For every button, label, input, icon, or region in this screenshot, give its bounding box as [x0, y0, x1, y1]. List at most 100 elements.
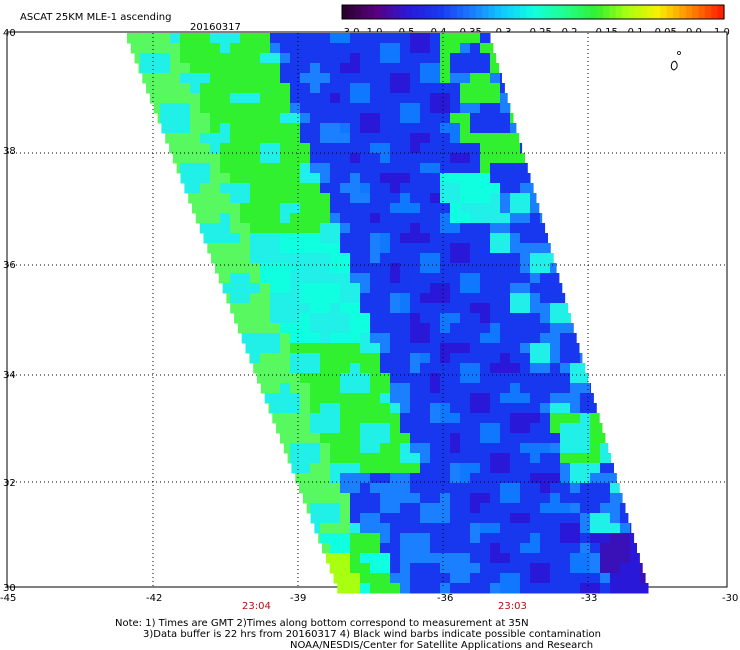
swath-cell	[310, 183, 321, 194]
swath-cell	[580, 543, 591, 554]
swath-cell	[290, 103, 301, 114]
swath-cell	[360, 203, 371, 214]
swath-cell	[470, 213, 481, 224]
swath-cell	[350, 463, 361, 474]
swath-cell	[450, 223, 461, 234]
swath-cell	[350, 303, 361, 314]
swath-cell	[420, 413, 431, 424]
swath-cell	[560, 583, 571, 594]
swath-cell	[270, 403, 281, 414]
swath-cell	[260, 313, 271, 324]
swath-cell	[490, 583, 501, 594]
swath-cell	[430, 193, 441, 204]
swath-cell	[320, 273, 331, 284]
swath-cell	[210, 223, 221, 234]
swath-cell	[450, 453, 461, 464]
colorbar-swatch	[679, 5, 687, 19]
swath-cell	[490, 473, 501, 484]
swath-cell	[420, 583, 431, 594]
swath-cell	[310, 373, 321, 384]
swath-cell	[320, 73, 331, 84]
colorbar-swatch	[373, 5, 381, 19]
colorbar-swatch	[418, 5, 426, 19]
swath-cell	[600, 423, 603, 434]
swath-cell	[410, 353, 421, 364]
swath-cell	[410, 413, 421, 424]
swath-cell	[360, 513, 371, 524]
swath-cell	[211, 253, 221, 264]
swath-cell	[490, 213, 501, 224]
swath-cell	[240, 273, 251, 284]
swath-cell	[430, 73, 441, 84]
colorbar-swatch	[590, 5, 598, 19]
swath-cell	[380, 473, 391, 484]
swath-cell	[460, 353, 471, 364]
swath-cell	[310, 313, 321, 324]
swath-cell	[470, 33, 481, 44]
swath-cell	[520, 323, 531, 334]
swath-cell	[470, 483, 481, 494]
swath-cell	[390, 103, 401, 114]
swath-cell	[530, 363, 541, 374]
swath-cell	[180, 163, 191, 174]
swath-cell	[630, 563, 641, 574]
swath-cell	[200, 123, 211, 134]
swath-cell	[250, 313, 261, 324]
swath-cell	[240, 133, 251, 144]
swath-cell	[270, 83, 281, 94]
swath-cell	[480, 293, 491, 304]
swath-cell	[260, 363, 271, 374]
swath-cell	[330, 73, 341, 84]
swath-cell	[390, 343, 401, 354]
swath-cell	[560, 323, 571, 334]
swath-cell	[340, 233, 351, 244]
swath-cell	[370, 213, 381, 224]
swath-cell	[210, 73, 221, 84]
swath-cell	[490, 63, 500, 74]
swath-cell	[530, 463, 541, 474]
swath-cell	[420, 263, 431, 274]
swath-cell	[260, 353, 271, 364]
swath-cell	[570, 393, 581, 404]
swath-cell	[540, 233, 548, 244]
swath-cell	[380, 523, 391, 534]
swath-cell	[270, 183, 281, 194]
colorbar-swatch	[380, 5, 388, 19]
swath-cell	[560, 523, 571, 534]
swath-cell	[420, 203, 431, 214]
swath-cell	[306, 503, 311, 514]
swath-cell	[540, 323, 551, 334]
swath-cell	[340, 263, 351, 274]
colorbar-swatch	[456, 5, 464, 19]
swath-cell	[530, 383, 541, 394]
swath-cell	[280, 393, 291, 404]
swath-cell	[550, 313, 561, 324]
swath-cell	[590, 453, 601, 464]
swath-cell	[250, 263, 261, 274]
swath-cell	[250, 153, 261, 164]
swath-cell	[440, 433, 451, 444]
swath-cell	[420, 403, 431, 414]
swath-cell	[590, 483, 601, 494]
swath-cell	[450, 483, 461, 494]
swath-cell	[420, 43, 431, 54]
swath-cell	[310, 513, 321, 524]
swath-cell	[350, 433, 361, 444]
swath-cell	[430, 403, 441, 414]
swath-cell	[280, 353, 291, 364]
swath-cell	[500, 563, 511, 574]
swath-cell	[190, 163, 201, 174]
swath-cell	[400, 233, 411, 244]
swath-cell	[250, 223, 261, 234]
swath-cell	[250, 83, 261, 94]
swath-cell	[180, 153, 191, 164]
swath-cell	[320, 353, 331, 364]
swath-cell	[220, 93, 231, 104]
swath-cell	[510, 463, 521, 474]
swath-cell	[380, 73, 391, 84]
swath-cell	[314, 523, 321, 534]
swath-cell	[470, 463, 481, 474]
swath-cell	[630, 543, 637, 554]
swath-cell	[470, 353, 481, 364]
swath-cell	[440, 493, 451, 504]
